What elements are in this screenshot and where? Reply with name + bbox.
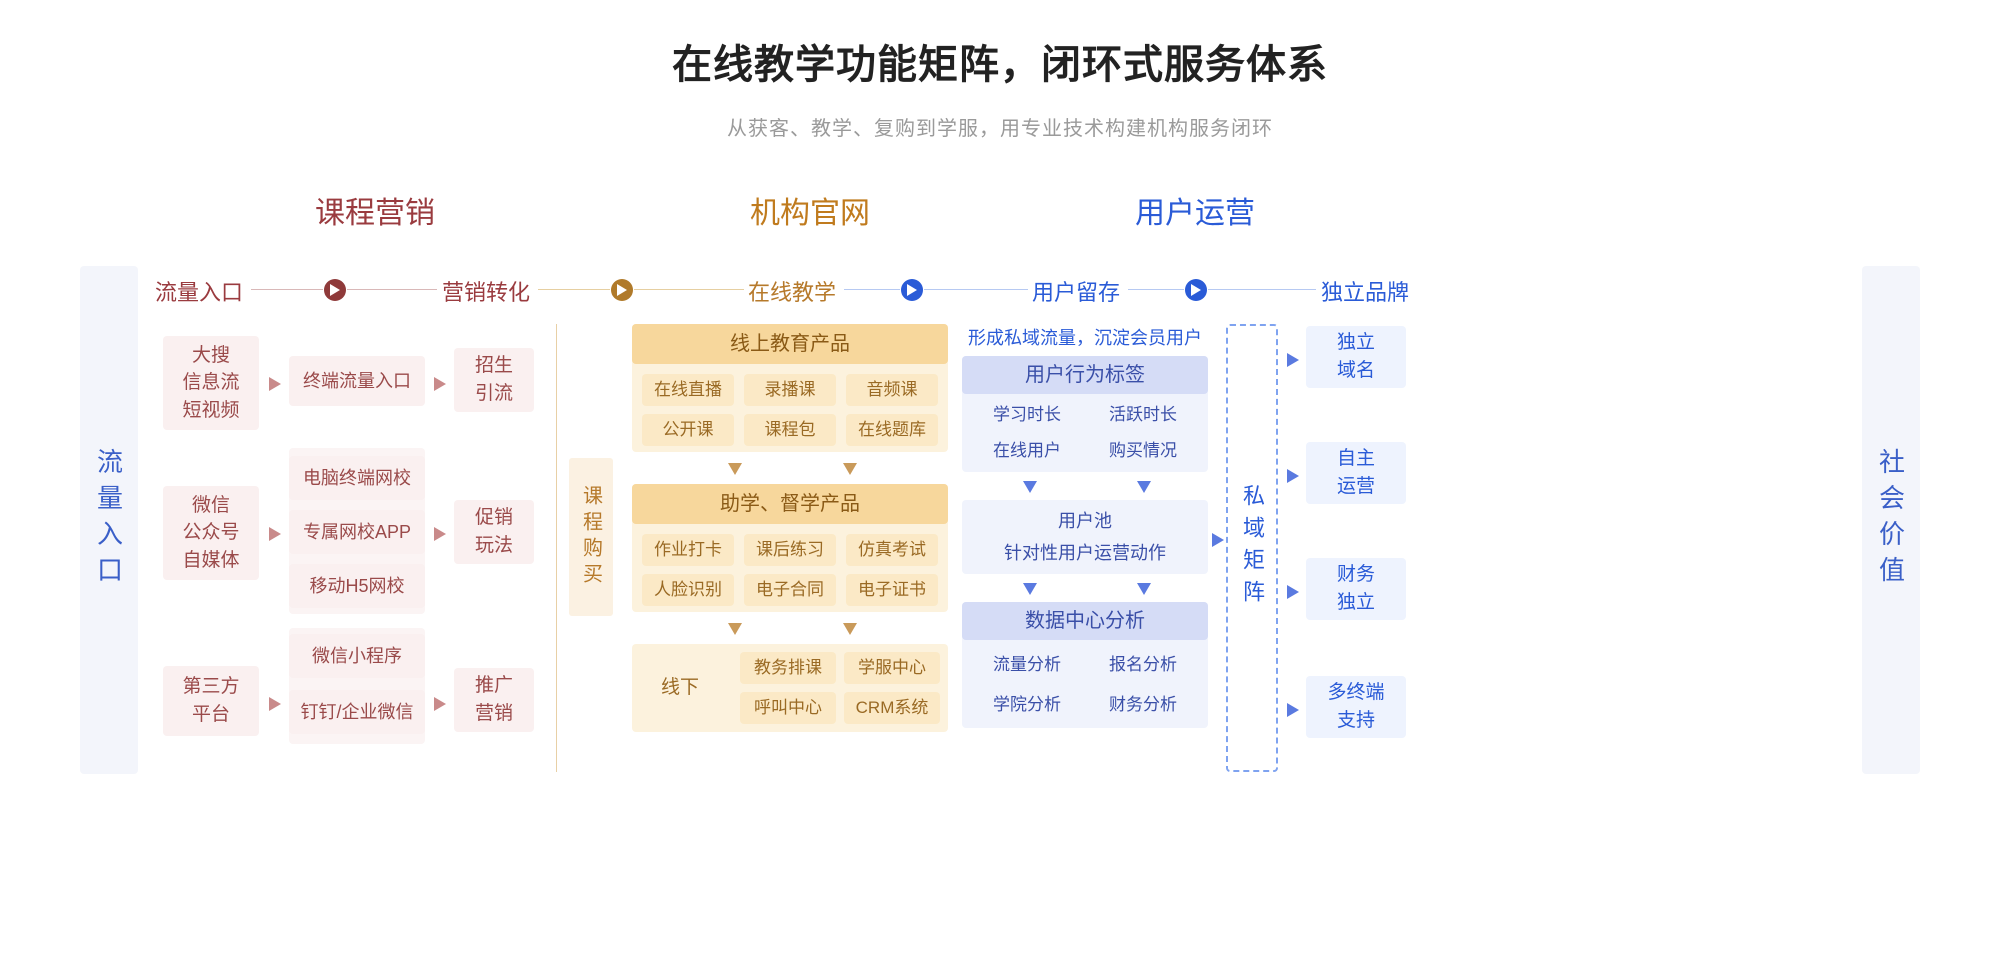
red-enroll: 招生 引流 [454, 348, 534, 412]
vbar-course-purchase: 课程购买 [569, 458, 613, 616]
vbar-private-domain: 私域矩阵 [1226, 324, 1278, 772]
orange-cell: 电子合同 [744, 574, 836, 606]
arrow-down-icon [840, 462, 860, 476]
orange-offline-label: 线下 [632, 644, 728, 732]
arrow-down-icon [1134, 582, 1154, 596]
stage-line [347, 289, 437, 290]
stage-line [924, 289, 1028, 290]
stage-retention: 用户留存 [1032, 275, 1120, 307]
orange-cell: 课程包 [744, 414, 836, 446]
stage-teaching: 在线教学 [748, 275, 836, 307]
blue-cell: 活跃时长 [1088, 400, 1198, 430]
stage-line [1128, 289, 1184, 290]
red-terminal-entry: 终端流量入口 [289, 356, 425, 406]
vbar-traffic-entry: 流量入口 [80, 266, 138, 774]
arrow-right-icon [433, 524, 447, 544]
arrow-right-icon [268, 694, 282, 714]
blue-cell: 在线用户 [972, 436, 1082, 466]
blue-panel1-title: 用户行为标签 [962, 356, 1208, 394]
arrow-down-icon [725, 462, 745, 476]
orange-cell: 录播课 [744, 374, 836, 406]
orange-cell: 在线题库 [846, 414, 938, 446]
orange-cell: CRM系统 [844, 692, 940, 724]
orange-cell: 电子证书 [846, 574, 938, 606]
arrow-down-icon [725, 622, 745, 636]
orange-cell: 公开课 [642, 414, 734, 446]
stage-convert: 营销转化 [442, 275, 530, 307]
blue-userpool: 用户池 [1058, 508, 1112, 534]
stage-line [251, 289, 323, 290]
red-src-wechat: 微信 公众号 自媒体 [163, 486, 259, 580]
stage-line [634, 289, 744, 290]
red-pc-school: 电脑终端网校 [289, 456, 425, 500]
blue-cell: 购买情况 [1088, 436, 1198, 466]
red-promo: 促销 玩法 [454, 500, 534, 564]
orange-panel2-title: 助学、督学产品 [632, 484, 948, 524]
page-title: 在线教学功能矩阵，闭环式服务体系 [0, 0, 2000, 90]
play-icon [611, 279, 633, 301]
blue-cell: 报名分析 [1088, 648, 1198, 682]
red-miniprogram: 微信小程序 [289, 634, 425, 678]
blue-cell: 财务分析 [1088, 688, 1198, 722]
arrow-right-icon [1286, 466, 1300, 486]
stage-traffic: 流量入口 [155, 275, 243, 307]
blue-cell: 学习时长 [972, 400, 1082, 430]
sep-orange-line [556, 324, 557, 772]
orange-cell: 教务排课 [740, 652, 836, 684]
right-selfop: 自主 运营 [1306, 442, 1406, 504]
arrow-right-icon [1286, 582, 1300, 602]
arrow-right-icon [433, 694, 447, 714]
arrow-down-icon [1020, 480, 1040, 494]
arrow-right-icon [433, 374, 447, 394]
right-finance: 财务 独立 [1306, 558, 1406, 620]
section-header-website: 机构官网 [730, 188, 890, 232]
orange-cell: 学服中心 [844, 652, 940, 684]
blue-panel2-bg: 用户池 针对性用户运营动作 [962, 500, 1208, 574]
stage-line [1208, 289, 1316, 290]
orange-cell: 在线直播 [642, 374, 734, 406]
blue-panel3-title: 数据中心分析 [962, 602, 1208, 640]
blue-targeted-ops: 针对性用户运营动作 [1004, 540, 1166, 566]
blue-cell: 流量分析 [972, 648, 1082, 682]
blue-note: 形成私域流量，沉淀会员用户 [962, 324, 1208, 352]
arrow-down-icon [840, 622, 860, 636]
arrow-down-icon [1020, 582, 1040, 596]
vbar-social-value: 社会价值 [1862, 266, 1920, 774]
page-subtitle: 从获客、教学、复购到学服，用专业技术构建机构服务闭环 [0, 112, 2000, 141]
red-app: 专属网校APP [289, 510, 425, 554]
stage-row: 流量入口 营销转化 在线教学 用户留存 独立品牌 [145, 275, 1855, 305]
section-header-operation: 用户运营 [1115, 188, 1275, 232]
orange-cell: 呼叫中心 [740, 692, 836, 724]
red-h5: 移动H5网校 [289, 564, 425, 608]
section-header-marketing: 课程营销 [295, 188, 455, 232]
blue-cell: 学院分析 [972, 688, 1082, 722]
orange-cell: 音频课 [846, 374, 938, 406]
red-src-search: 大搜 信息流 短视频 [163, 336, 259, 430]
arrow-right-icon [1286, 700, 1300, 720]
orange-cell: 作业打卡 [642, 534, 734, 566]
stage-line [844, 289, 900, 290]
right-domain: 独立 域名 [1306, 326, 1406, 388]
orange-cell: 人脸识别 [642, 574, 734, 606]
arrow-right-icon [268, 374, 282, 394]
red-spread: 推广 营销 [454, 668, 534, 732]
play-icon [324, 279, 346, 301]
arrow-right-icon [1286, 350, 1300, 370]
red-src-thirdparty: 第三方 平台 [163, 666, 259, 736]
stage-line [538, 289, 610, 290]
orange-cell: 仿真考试 [846, 534, 938, 566]
stage-brand: 独立品牌 [1321, 275, 1409, 307]
play-icon [1185, 279, 1207, 301]
arrow-right-icon [1211, 530, 1225, 550]
play-icon [901, 279, 923, 301]
red-dingtalk: 钉钉/企业微信 [289, 690, 425, 734]
arrow-down-icon [1134, 480, 1154, 494]
orange-cell: 课后练习 [744, 534, 836, 566]
arrow-right-icon [268, 524, 282, 544]
orange-panel1-title: 线上教育产品 [632, 324, 948, 364]
right-terminal: 多终端 支持 [1306, 676, 1406, 738]
